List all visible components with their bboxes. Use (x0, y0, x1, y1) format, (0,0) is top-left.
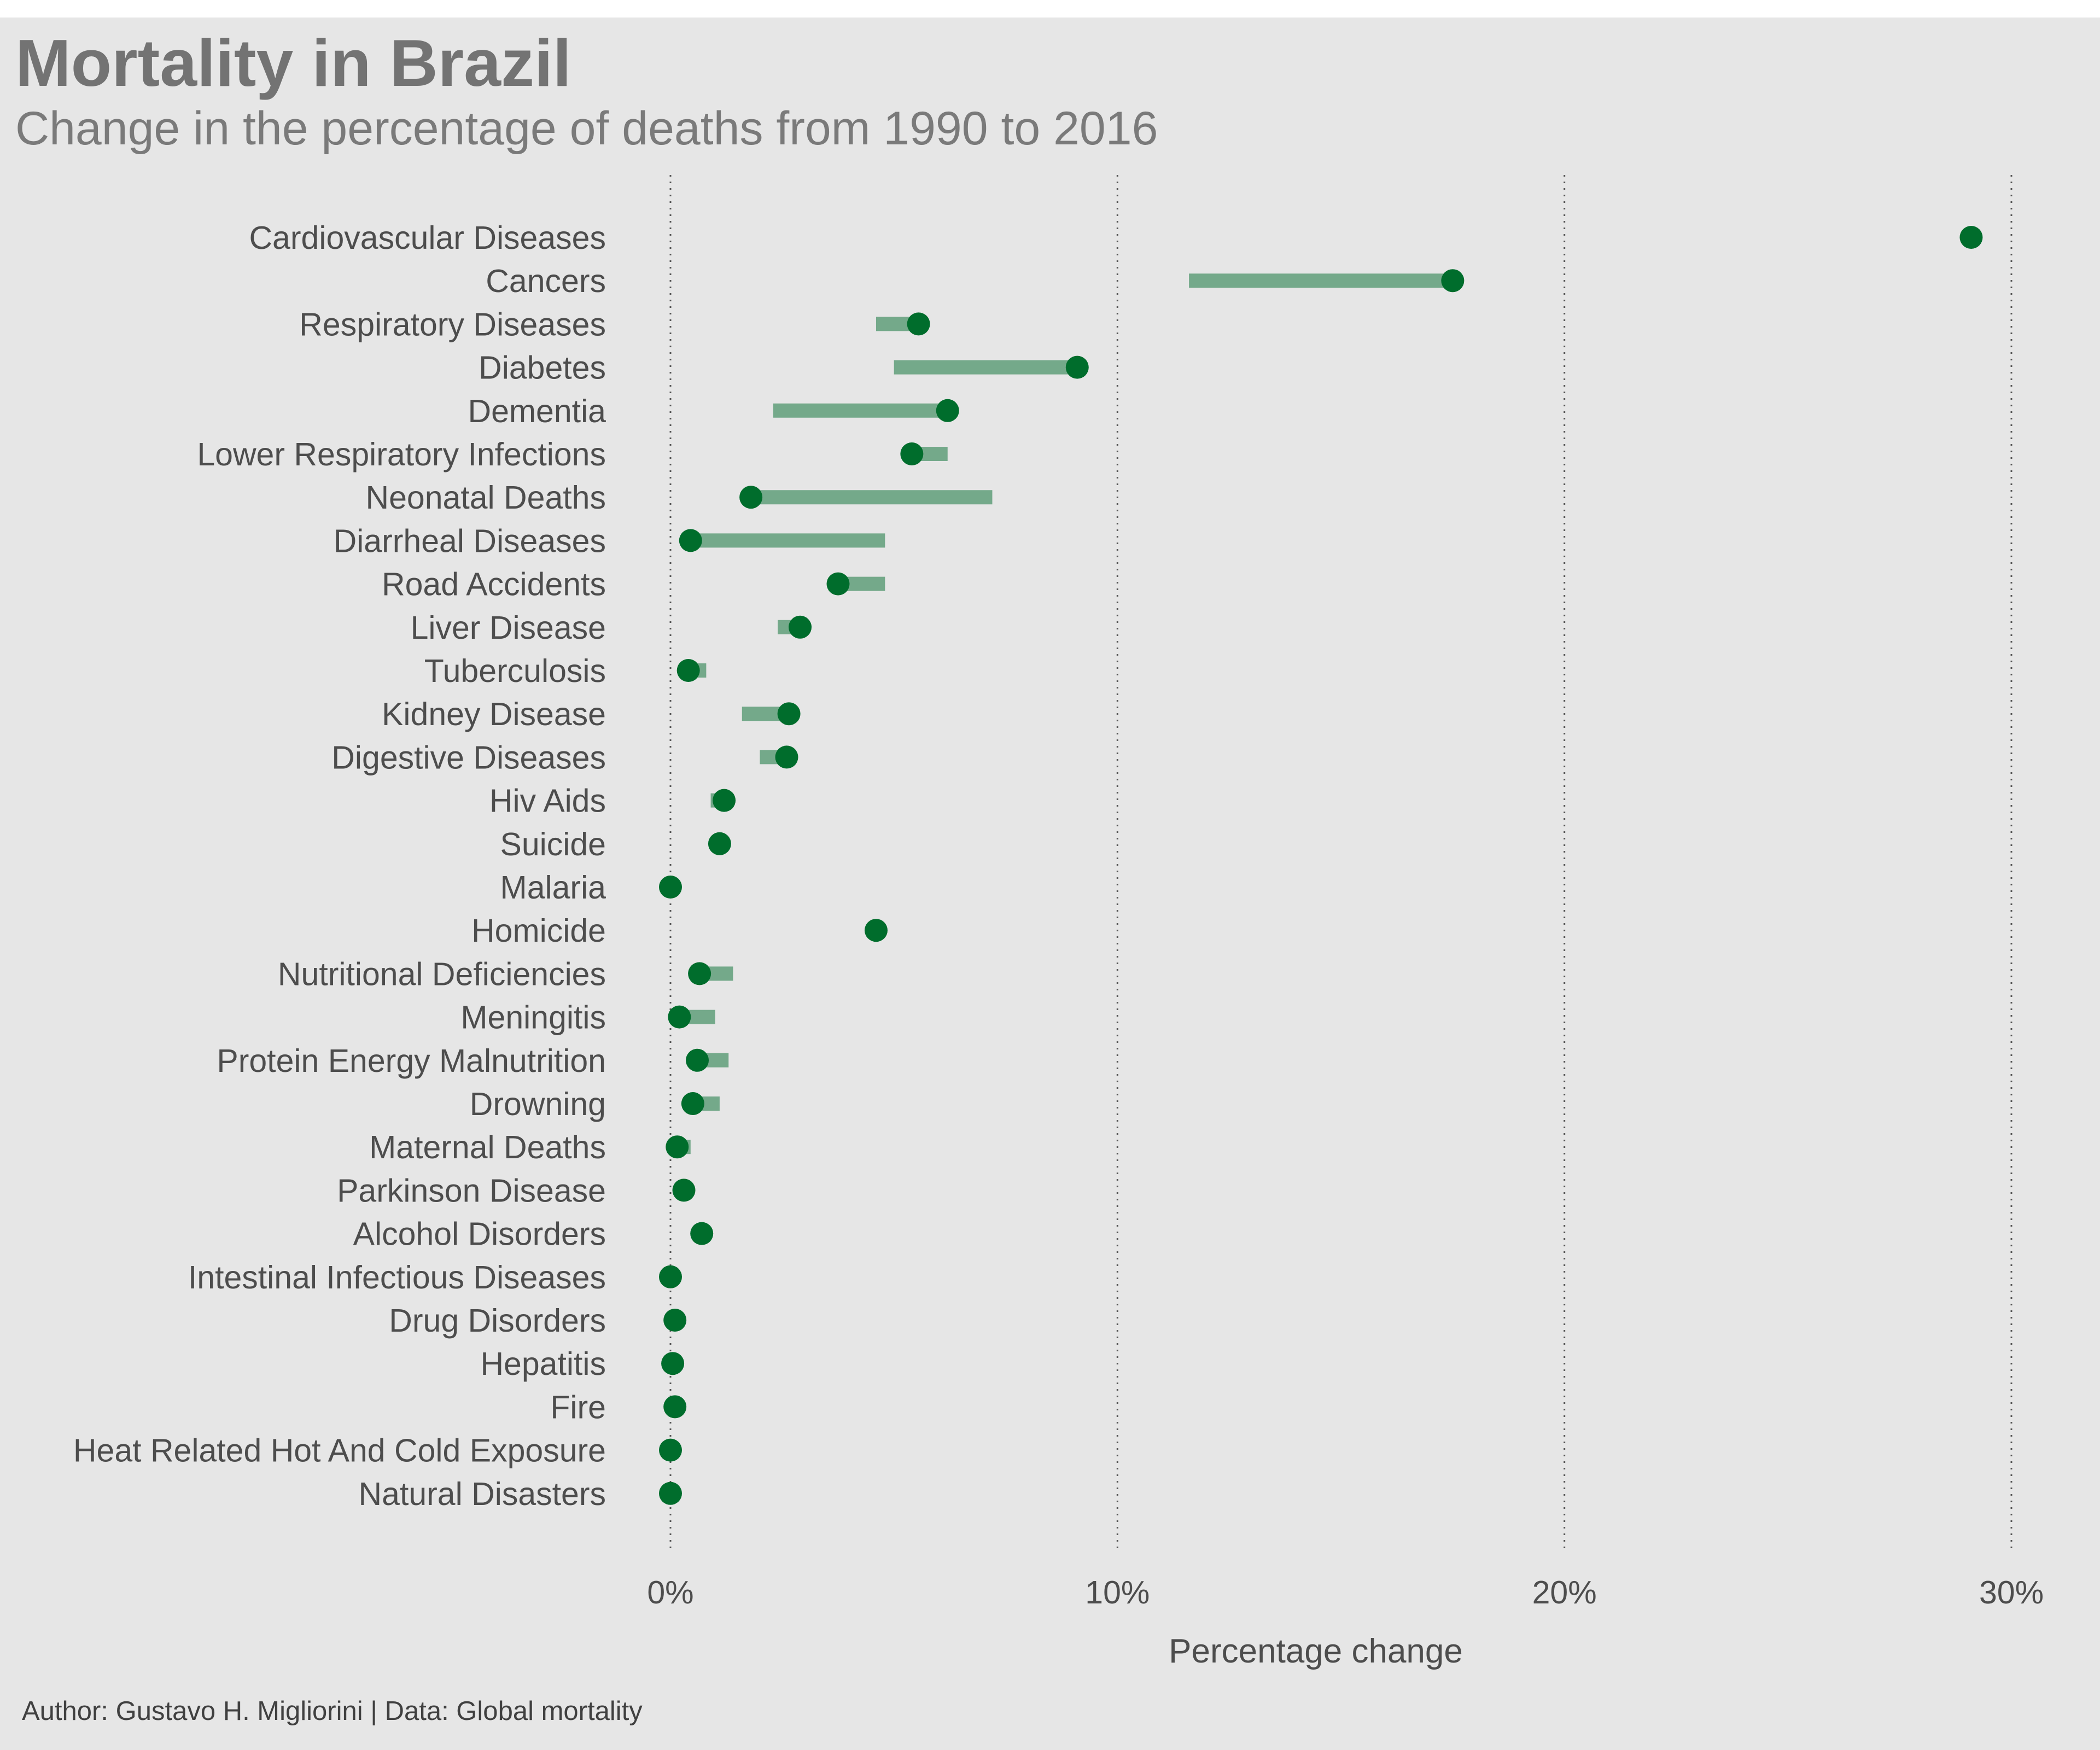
category-label: Liver Disease (411, 610, 606, 646)
category-label: Kidney Disease (382, 696, 606, 732)
data-point (663, 1395, 687, 1419)
data-point (681, 1092, 704, 1115)
category-label: Digestive Diseases (331, 739, 606, 775)
category-label: Protein Energy Malnutrition (217, 1043, 606, 1079)
data-point (713, 789, 736, 812)
chart-subtitle: Change in the percentage of deaths from … (15, 102, 1158, 155)
category-label: Lower Respiratory Infections (197, 436, 606, 472)
category-label: Nutritional Deficiencies (278, 956, 606, 992)
category-label: Meningitis (460, 1000, 606, 1036)
category-label: Tuberculosis (424, 653, 606, 689)
category-label: Hepatitis (480, 1346, 606, 1382)
category-label: Neonatal Deaths (365, 480, 606, 516)
data-point (672, 1179, 696, 1202)
category-label: Maternal Deaths (369, 1129, 606, 1165)
category-label: Cancers (486, 263, 606, 299)
category-label: Diabetes (479, 350, 606, 386)
data-point (663, 1309, 687, 1332)
data-point (907, 312, 930, 336)
category-label: Alcohol Disorders (353, 1216, 606, 1252)
data-point (659, 1438, 682, 1462)
category-label: Malaria (500, 870, 606, 906)
data-point (659, 1481, 682, 1505)
data-point (900, 442, 924, 465)
data-point (676, 659, 700, 682)
data-point (668, 1005, 691, 1029)
data-point (864, 919, 888, 942)
category-label: Cardiovascular Diseases (249, 220, 606, 256)
data-point (775, 745, 798, 769)
category-label: Homicide (471, 913, 606, 949)
caption: Author: Gustavo H. Migliorini | Data: Gl… (22, 1696, 643, 1726)
category-label: Drug Disorders (389, 1303, 606, 1339)
data-point (1065, 355, 1089, 379)
x-tick-labels: 0% 10% 20% 30% (647, 1574, 2044, 1611)
data-point (686, 1048, 709, 1072)
data-point (1441, 269, 1465, 293)
category-labels: Cardiovascular Diseases Cancers Respirator… (73, 220, 606, 1512)
segments (677, 230, 1971, 1241)
category-label: Road Accidents (382, 567, 606, 603)
data-point (1959, 226, 1983, 249)
category-label: Intestinal Infectious Diseases (188, 1259, 606, 1296)
category-label: Diarrheal Diseases (334, 523, 606, 559)
chart-title: Mortality in Brazil (15, 26, 571, 100)
data-point (659, 876, 682, 899)
category-label: Respiratory Diseases (299, 306, 606, 342)
data-point (679, 529, 702, 552)
data-point (659, 1265, 682, 1288)
points (659, 226, 1983, 1505)
category-label: Hiv Aids (489, 783, 606, 819)
x-tick-label: 20% (1532, 1574, 1597, 1611)
plot-panel (0, 18, 2100, 1750)
data-point (708, 832, 731, 855)
data-point (688, 962, 711, 985)
category-label: Natural Disasters (359, 1476, 606, 1512)
data-point (739, 486, 763, 509)
data-point (690, 1222, 714, 1245)
category-label: Parkinson Disease (337, 1172, 606, 1209)
x-tick-label: 30% (1979, 1574, 2044, 1611)
data-point (789, 615, 812, 639)
category-label: Suicide (500, 826, 606, 862)
data-point (661, 1352, 685, 1375)
data-point (777, 702, 801, 726)
category-label: Fire (550, 1389, 606, 1425)
category-label: Drowning (470, 1086, 606, 1122)
data-point (666, 1135, 689, 1159)
x-tick-label: 0% (647, 1574, 693, 1611)
x-tick-label: 10% (1085, 1574, 1150, 1611)
category-label: Dementia (468, 393, 606, 429)
gridlines (669, 175, 2012, 1553)
category-label: Heat Related Hot And Cold Exposure (73, 1433, 606, 1469)
data-point (936, 399, 959, 422)
data-point (826, 572, 850, 596)
x-axis-title: Percentage change (1169, 1632, 1463, 1670)
